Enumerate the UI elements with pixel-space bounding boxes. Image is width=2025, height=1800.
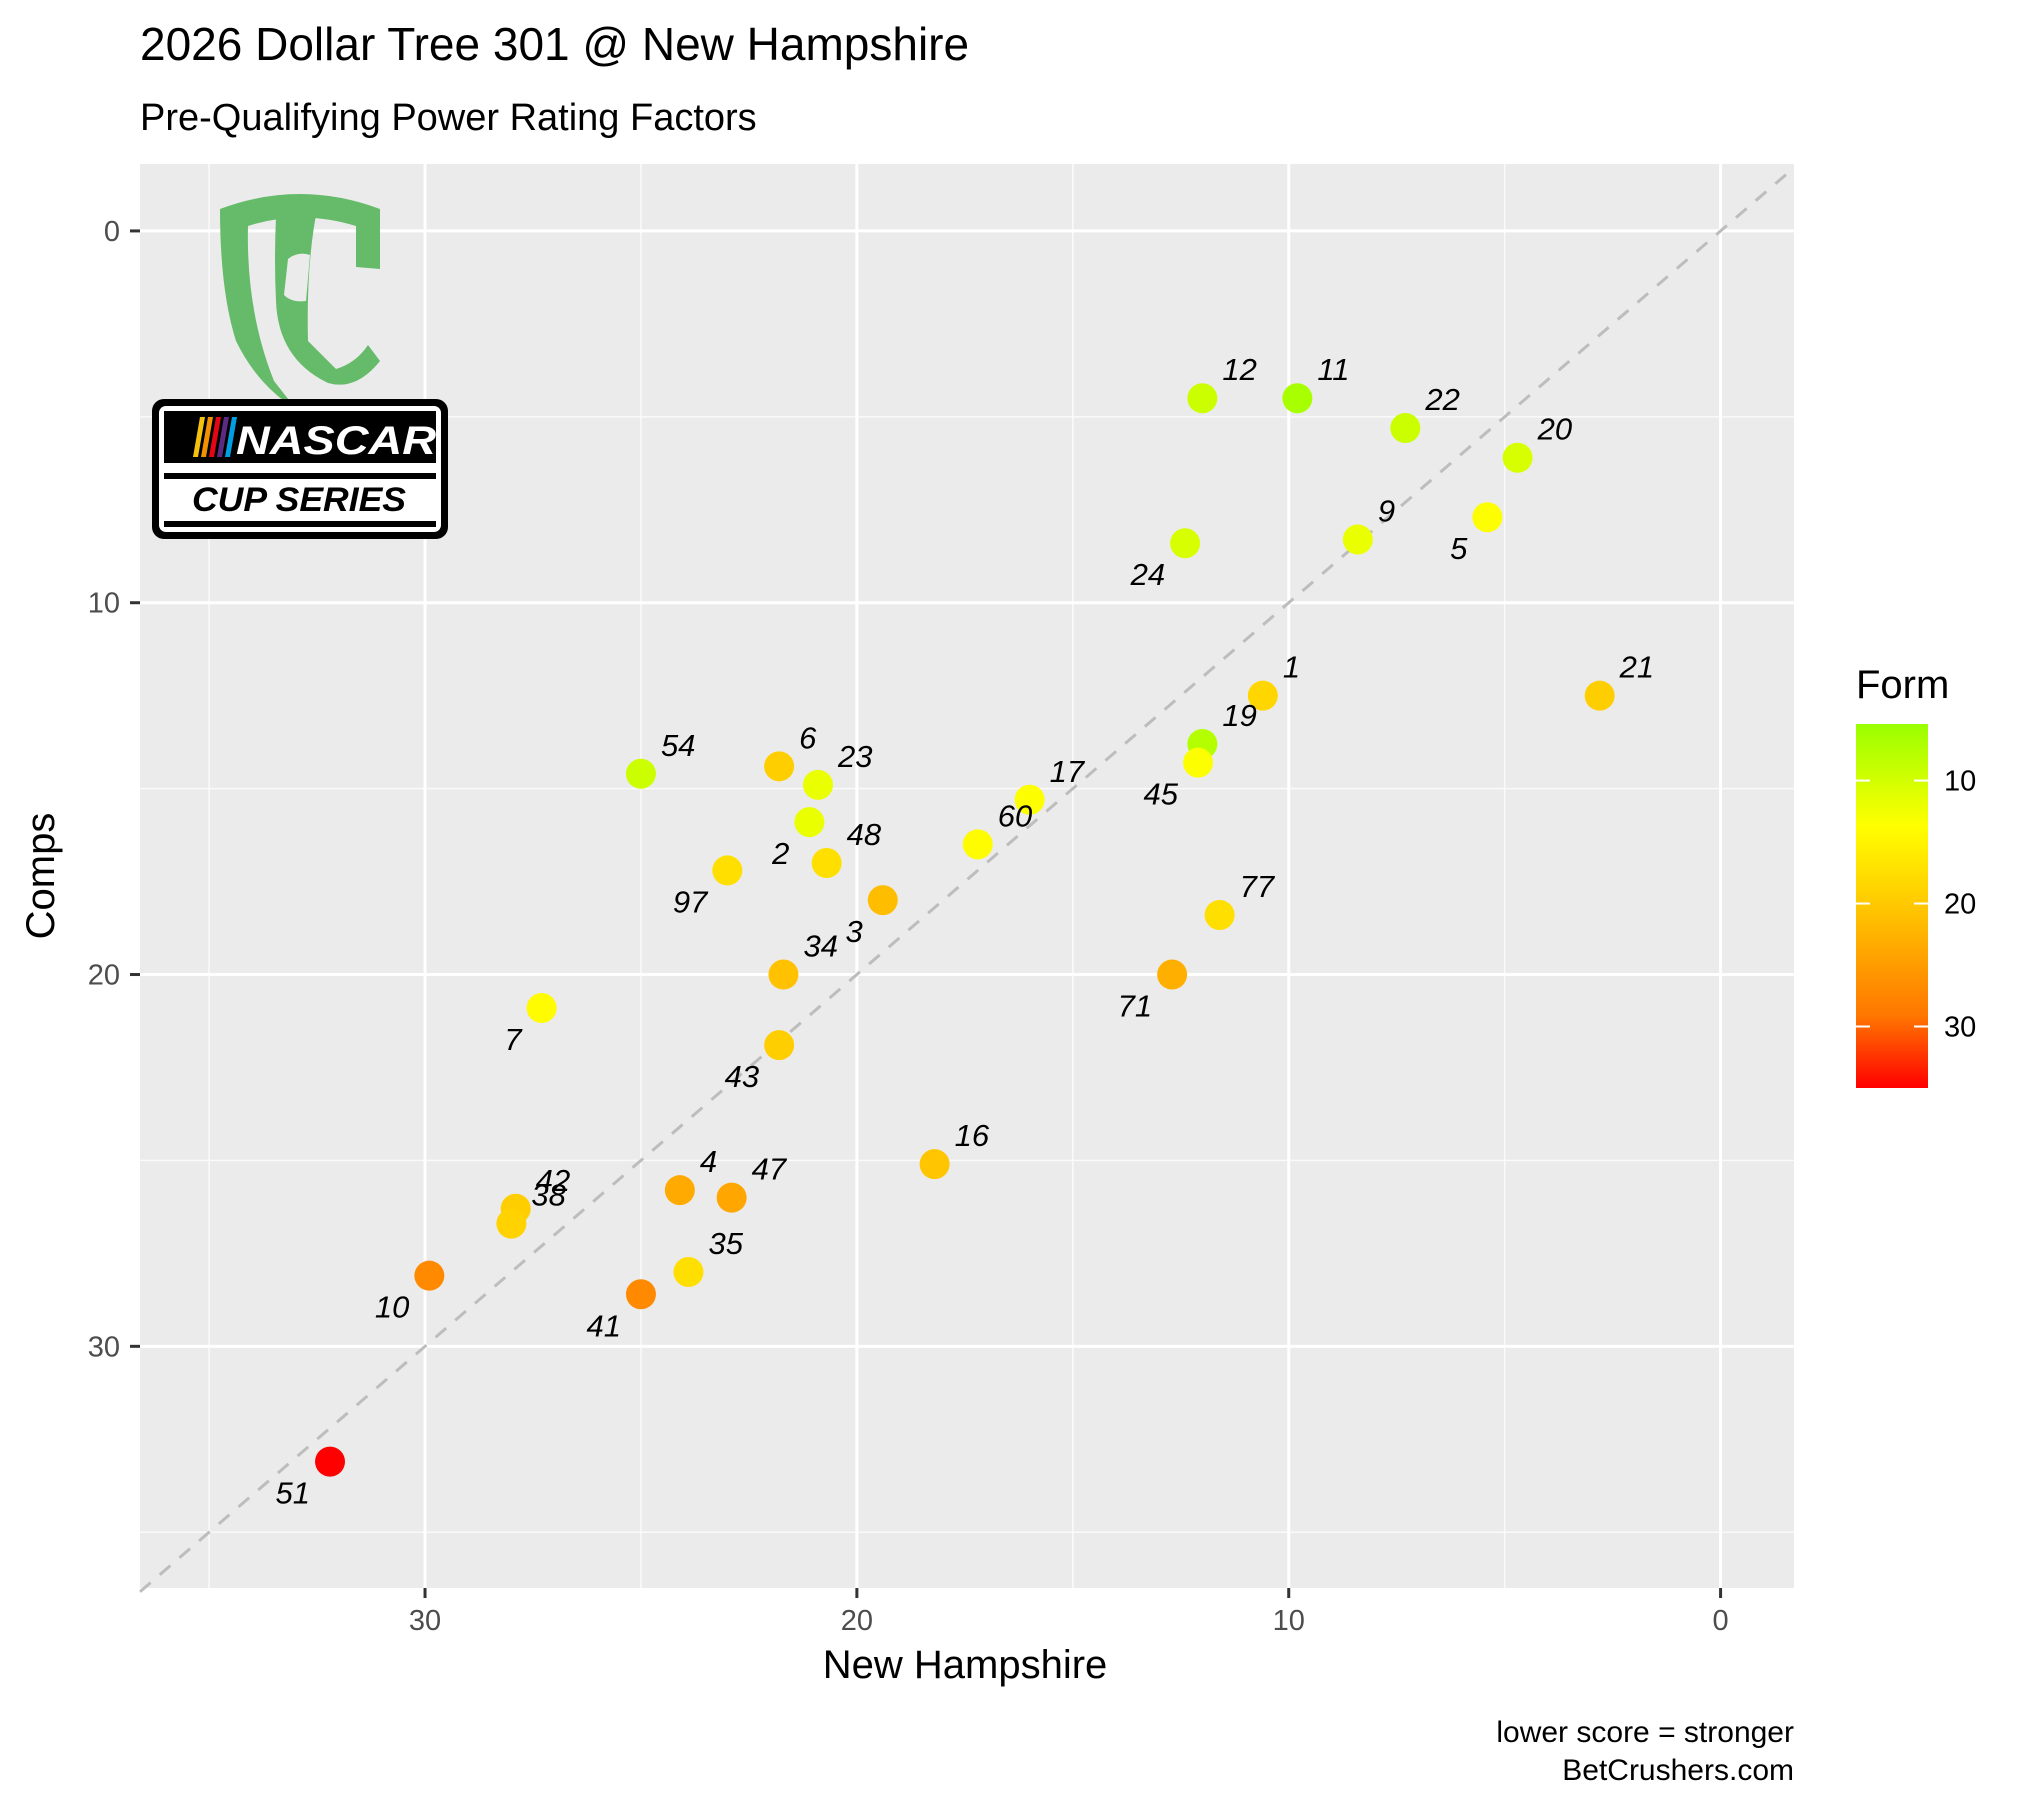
point-label-7: 7 <box>504 1022 523 1057</box>
point-label-45: 45 <box>1144 777 1179 812</box>
point-car-54 <box>625 758 656 789</box>
bc-logo <box>220 194 380 409</box>
x-tick-label: 0 <box>1713 1605 1729 1637</box>
plot-panel <box>140 164 1794 1588</box>
point-car-7 <box>526 992 557 1023</box>
point-label-10: 10 <box>375 1290 409 1325</box>
y-axis: 0 10 20 30 <box>88 216 140 1363</box>
point-label-9: 9 <box>1378 494 1395 529</box>
point-car-17 <box>1014 784 1045 815</box>
point-car-45 <box>1183 747 1214 778</box>
point-label-77: 77 <box>1240 869 1276 904</box>
point-car-20 <box>1502 442 1533 473</box>
point-label-54: 54 <box>661 728 695 763</box>
x-axis-title: New Hampshire <box>823 1643 1108 1687</box>
legend-title: Form <box>1856 663 1949 707</box>
data-points <box>315 383 1615 1477</box>
point-car-34 <box>768 959 799 990</box>
point-car-71 <box>1157 959 1188 990</box>
point-label-2: 2 <box>771 836 789 871</box>
point-label-24: 24 <box>1130 557 1165 592</box>
legend-tick-label: 10 <box>1944 766 1976 798</box>
point-car-43 <box>764 1030 795 1061</box>
caption-source: BetCrushers.com <box>1562 1754 1794 1787</box>
point-label-3: 3 <box>846 914 863 949</box>
x-tick-label: 10 <box>1273 1605 1305 1637</box>
point-label-12: 12 <box>1222 352 1256 387</box>
point-label-1: 1 <box>1283 650 1300 685</box>
y-tick-label: 30 <box>88 1331 120 1363</box>
legend-tick-label: 20 <box>1944 889 1976 921</box>
y-axis-title: Comps <box>19 813 63 940</box>
point-car-10 <box>414 1260 445 1291</box>
point-car-4 <box>664 1175 695 1206</box>
point-label-22: 22 <box>1424 382 1459 417</box>
point-car-41 <box>625 1279 656 1310</box>
point-label-47: 47 <box>752 1152 788 1187</box>
chart-title: 2026 Dollar Tree 301 @ New Hampshire <box>140 18 969 70</box>
point-car-3 <box>867 885 898 916</box>
point-label-4: 4 <box>700 1144 717 1179</box>
point-label-35: 35 <box>708 1226 743 1261</box>
point-car-47 <box>716 1182 747 1213</box>
point-car-16 <box>919 1149 950 1180</box>
point-car-22 <box>1390 412 1421 443</box>
point-label-17: 17 <box>1050 754 1086 789</box>
cup-series-wordmark: CUP SERIES <box>192 481 406 519</box>
point-label-11: 11 <box>1317 352 1349 387</box>
point-car-23 <box>803 769 834 800</box>
nascar-wordmark: NASCAR <box>236 419 436 463</box>
nascar-cup-series-logo: NASCAR CUP SERIES <box>152 399 448 539</box>
point-label-6: 6 <box>799 720 817 755</box>
point-label-60: 60 <box>998 798 1032 833</box>
point-car-97 <box>712 855 743 886</box>
point-label-97: 97 <box>673 884 709 919</box>
point-label-42: 42 <box>536 1163 570 1198</box>
point-label-16: 16 <box>955 1118 990 1153</box>
point-car-2 <box>794 807 825 838</box>
y-tick-label: 20 <box>88 960 120 992</box>
point-label-51: 51 <box>276 1476 310 1511</box>
y-tick-label: 10 <box>88 588 120 620</box>
point-car-6 <box>764 751 795 782</box>
point-car-5 <box>1472 502 1503 533</box>
point-label-38: 38 <box>531 1178 566 1213</box>
point-label-41: 41 <box>586 1308 620 1343</box>
x-tick-label: 30 <box>409 1605 441 1637</box>
x-axis: 30 20 10 0 <box>409 1588 1729 1637</box>
point-car-12 <box>1187 383 1218 414</box>
legend-ticks: 10 20 30 <box>1856 766 1976 1044</box>
point-car-24 <box>1170 528 1201 559</box>
point-car-1 <box>1247 680 1278 711</box>
point-car-35 <box>673 1256 704 1287</box>
point-car-48 <box>811 847 842 878</box>
point-label-19: 19 <box>1222 698 1256 733</box>
point-label-43: 43 <box>725 1059 759 1094</box>
point-car-60 <box>962 829 993 860</box>
point-car-9 <box>1342 524 1373 555</box>
point-car-38 <box>496 1208 527 1239</box>
x-tick-label: 20 <box>841 1605 873 1637</box>
point-label-20: 20 <box>1537 412 1572 447</box>
caption-note: lower score = stronger <box>1496 1716 1794 1749</box>
point-label-34: 34 <box>803 929 837 964</box>
point-car-51 <box>315 1446 346 1477</box>
legend-colorbar <box>1856 724 1928 1088</box>
point-car-11 <box>1282 383 1313 414</box>
point-label-5: 5 <box>1450 531 1468 566</box>
point-label-21: 21 <box>1619 650 1654 685</box>
chart-subtitle: Pre-Qualifying Power Rating Factors <box>140 97 757 139</box>
point-label-23: 23 <box>837 739 872 774</box>
point-car-77 <box>1204 900 1235 931</box>
legend-tick-label: 30 <box>1944 1012 1976 1044</box>
point-label-48: 48 <box>847 817 882 852</box>
y-tick-label: 0 <box>104 216 120 248</box>
point-label-71: 71 <box>1118 989 1152 1024</box>
point-car-21 <box>1584 680 1615 711</box>
